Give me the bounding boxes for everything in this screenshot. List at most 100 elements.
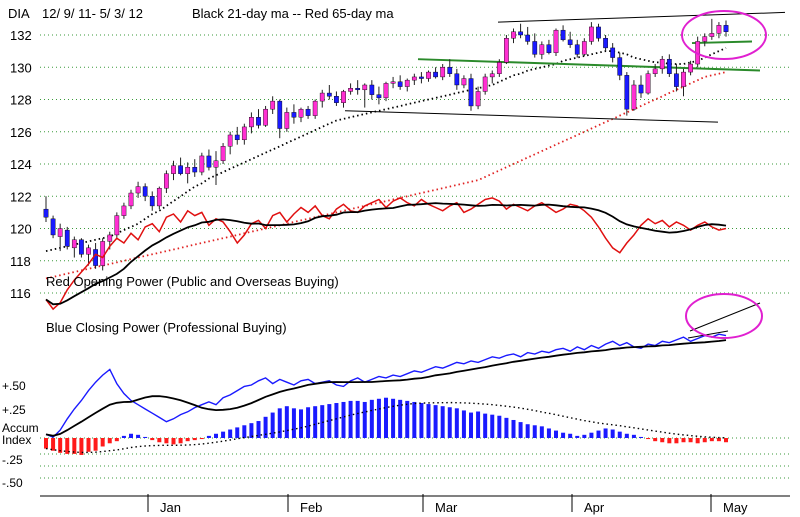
accum-bar: [306, 407, 311, 438]
candle-body: [688, 63, 693, 73]
accum-bar: [497, 415, 502, 438]
accum-bar: [426, 404, 431, 438]
accum-bar: [716, 438, 721, 442]
accum-bar: [639, 436, 643, 438]
chart-symbol: DIA: [8, 6, 30, 21]
month-label: May: [723, 500, 748, 515]
candle-body: [589, 26, 594, 42]
green-short-support-line: [691, 40, 753, 45]
price-tick-label: 132: [10, 28, 32, 43]
candle-body: [220, 146, 226, 161]
trendlines: [344, 11, 786, 123]
accum-bar: [313, 406, 318, 438]
accum-bar: [277, 408, 282, 438]
accum-bar: [51, 438, 56, 451]
month-label: Apr: [584, 500, 605, 515]
accum-tick-label: -.50: [2, 476, 23, 490]
accum-bar: [65, 438, 70, 454]
accum-bar: [461, 410, 466, 438]
candle-body: [666, 58, 672, 74]
candle-body: [489, 73, 495, 78]
candle-body: [57, 228, 63, 237]
accum-tick-label: -.25: [2, 453, 23, 467]
candle-body: [121, 205, 127, 216]
candle-body: [440, 67, 446, 78]
accum-bar: [121, 435, 126, 438]
candle-body: [192, 167, 198, 173]
accum-bar: [617, 431, 622, 438]
candle-body: [199, 155, 205, 173]
accum-bar: [136, 434, 141, 438]
candle-body: [447, 67, 453, 74]
accum-bar: [143, 436, 148, 438]
candle-body: [178, 165, 183, 174]
candle-body: [369, 84, 375, 95]
candle-body: [100, 241, 106, 266]
accum-bar: [695, 438, 700, 444]
accum-bar: [539, 426, 544, 438]
candle-body: [135, 186, 141, 194]
candle-body: [312, 100, 318, 116]
candle-body: [241, 126, 247, 141]
month-label: Jan: [160, 500, 181, 515]
accum-bar: [631, 434, 636, 438]
candle-body: [234, 134, 240, 141]
accum-bar: [681, 438, 686, 443]
accum-bar: [129, 433, 133, 438]
closing-power-label: Blue Closing Power (Professional Buying): [46, 320, 287, 335]
accum-bar: [171, 438, 176, 445]
accum-bar: [511, 419, 516, 438]
candle-body: [525, 34, 531, 42]
accum-bar: [376, 398, 381, 438]
accum-bar: [320, 405, 325, 438]
accum-bar: [709, 438, 714, 442]
accum-bar: [568, 433, 573, 438]
candle-body: [638, 84, 644, 94]
accum-bar: [674, 438, 679, 444]
candle-body: [574, 44, 580, 55]
accum-bar: [454, 408, 459, 438]
accum-bar: [561, 432, 566, 438]
candle-body: [142, 186, 148, 197]
price-tick-label: 122: [10, 189, 32, 204]
accum-index-label: Accum: [2, 421, 39, 435]
price-tick-label: 124: [10, 157, 32, 172]
accum-tick-label: +.50: [2, 379, 26, 393]
accum-bar: [603, 428, 608, 438]
candle-body: [326, 92, 332, 97]
accum-bar: [483, 413, 488, 438]
accum-bar: [610, 429, 615, 438]
candle-body: [426, 71, 431, 79]
accum-bar: [291, 408, 296, 438]
opening-power-ma-path: [45, 202, 727, 306]
accum-bar: [355, 400, 360, 438]
month-label: Mar: [435, 500, 458, 515]
opening-power-label: Red Opening Power (Public and Overseas B…: [46, 274, 339, 289]
accum-bar: [235, 427, 240, 438]
closing-power-path: [45, 333, 727, 439]
candle-body: [511, 31, 516, 39]
candle-body: [156, 187, 162, 207]
candle-body: [270, 100, 276, 110]
candle-body: [546, 44, 552, 53]
candle-body: [468, 78, 474, 107]
power-highlight-ellipse: [685, 293, 763, 339]
price-tick-label: 126: [10, 125, 32, 140]
accum-bar: [653, 438, 658, 442]
accum-bar: [263, 416, 268, 438]
closing-power-line: [45, 302, 761, 439]
candle-body: [716, 25, 722, 34]
candle-body: [397, 81, 403, 87]
accum-bar: [270, 412, 275, 438]
accum-bar: [100, 438, 105, 447]
accum-bar: [525, 424, 530, 438]
accum-bar: [221, 431, 226, 438]
candle-body: [674, 73, 679, 87]
candle-body: [376, 94, 382, 99]
opening-power-line: [45, 197, 727, 311]
accum-bar: [256, 421, 261, 438]
accum-bar: [518, 422, 523, 438]
accum-bar: [206, 435, 211, 438]
candle-body: [319, 92, 325, 102]
closing-power-trendline: [689, 302, 761, 332]
